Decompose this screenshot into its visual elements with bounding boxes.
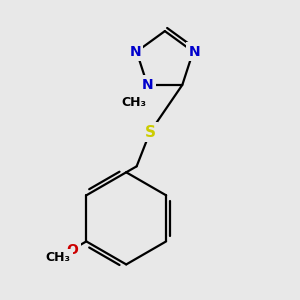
Text: CH₃: CH₃ (46, 251, 70, 264)
Text: CH₃: CH₃ (122, 96, 147, 110)
Text: S: S (145, 125, 155, 140)
Text: N: N (129, 45, 141, 58)
Text: O: O (66, 243, 78, 256)
Text: N: N (142, 78, 153, 92)
Text: N: N (189, 45, 200, 58)
